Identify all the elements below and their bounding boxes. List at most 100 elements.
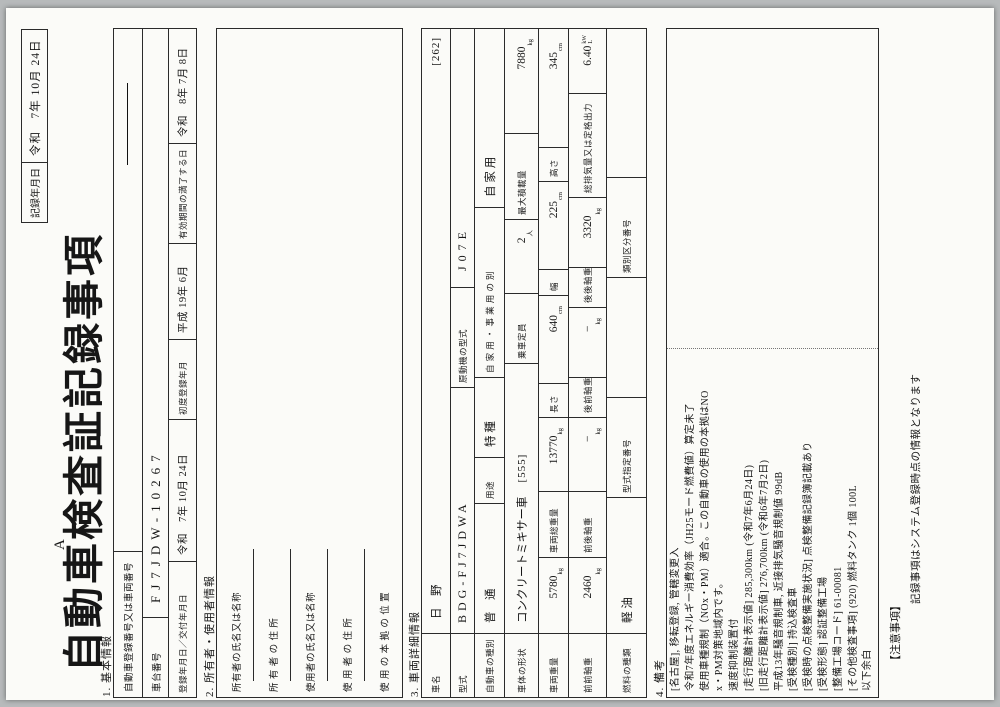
width-label: 幅 (539, 269, 568, 295)
section2-heading: 2. 所有者・使用者情報 (204, 575, 216, 697)
table-row: 所 有 者 の 住 所 (253, 29, 291, 697)
row-separator (290, 549, 291, 681)
table-row: 燃料の種類 軽 油 型式指定番号 類別区分番号 (606, 29, 646, 697)
height-value: 345 cm (547, 43, 565, 70)
body-shape-label: 車体の形状 (505, 633, 538, 697)
expiry-date-value: 令和 8年 7月 8日 (178, 47, 189, 138)
record-date-label: 記録年月日 (22, 162, 47, 222)
body-shape-code: [555] (515, 453, 528, 483)
model-label: 型式 (451, 633, 474, 697)
table-row: 使 用 者 の 住 所 (327, 29, 365, 697)
table-row: 車両重量 5780 kg 車両総重量 13770 kg 長さ 640 cm 幅 225… (538, 29, 568, 697)
capacity-label: 乗車定員 (505, 293, 538, 363)
axle-front-rear-label: 前後軸重 (569, 491, 606, 557)
axle-front-rear-value: − kg (569, 417, 606, 491)
axle-rear-front-label: 後前軸重 (569, 377, 606, 417)
length-value: 640 cm (539, 295, 568, 383)
width-value: 225 cm (539, 181, 568, 269)
table-row: 使 用 の 本 拠 の 位 置 (364, 29, 402, 697)
vehicle-kind-value: 普 通 (475, 503, 504, 633)
use-value: 特 種 (475, 377, 504, 457)
vehicle-weight-label: 車両重量 (539, 633, 568, 697)
remarks-line: [受検時の点検整備実施状況] 点検整備記録簿記載あり (803, 441, 815, 691)
row-separator (364, 549, 365, 681)
engine-model-label: 原動機の型式 (451, 287, 474, 387)
car-name-value: 日 野 (431, 584, 443, 620)
base-location-label: 使 用 の 本 拠 の 位 置 (380, 591, 391, 692)
notice-title: 【注意事項】 (890, 600, 902, 666)
remarks-line: [整備工場コード] 61-00081 (832, 566, 844, 691)
engine-model-value: J07E (455, 227, 469, 271)
table-row: 登録年月日／交付年月日 令和 7年 10月 24日 初度登録年月 平成 19年 … (168, 29, 196, 697)
remarks-line: x・PM対策地域内です。 (714, 577, 726, 691)
first-registration-label: 初度登録年月 (169, 339, 196, 419)
remarks-line: 平成13年騒音規制車, 近接排気騒音規制値 99dB (773, 471, 785, 691)
owner-address-label: 所 有 者 の 住 所 (269, 617, 280, 692)
type-designation-value (607, 277, 646, 397)
remarks-line: [その他検査事項] (920) 燃料タンク 1個 100L (847, 484, 859, 691)
table-row: 車名 日 野 [262] (422, 29, 450, 697)
basic-info-table: 自動車登録番号又は車両番号 車台番号 FJ7JDW-10267 登録年月日／交付… (113, 28, 197, 698)
table-row: 車台番号 FJ7JDW-10267 (142, 29, 168, 697)
user-name-value (291, 29, 328, 527)
table-row: 自動車の種別 普 通 用途 特 種 自 家 用 ・ 事 業 用 の 別 自 家 … (474, 29, 504, 697)
user-address-label: 使 用 者 の 住 所 (343, 617, 354, 692)
registration-date-value: 令和 7年 10月 24日 (169, 419, 196, 561)
axle-front-front-value: 2460 kg (569, 557, 606, 633)
vehicle-weight-value: 5780 kg (539, 557, 568, 633)
expiry-date-label: 有効期間の満了する日 (169, 143, 196, 243)
axle-rear-front-value: − kg (569, 307, 606, 377)
remarks-divider-dotted-line (667, 348, 878, 349)
registration-date-label: 登録年月日／交付年月日 (169, 561, 196, 697)
gross-weight-value: 13770 kg (539, 417, 568, 491)
class-number-label: 類別区分番号 (607, 177, 646, 277)
remarks-line: [名古屋], 移転登録, 管轄変更入 (670, 547, 681, 691)
section4-heading: 4. 備考 (654, 659, 666, 697)
car-name-label: 車名 (422, 633, 450, 697)
body-shape-text: コンクリートミキサー車 (516, 496, 529, 624)
rotated-certificate: 記録年月日 令和 7年 10月 24日 A 自動車検査証記録事項 1. 基本情報… (6, 8, 994, 700)
remarks-line: 令和7年度エネルギー消費効率（JH25モード燃費値）算定未了 (684, 402, 696, 691)
redaction-line (127, 83, 128, 165)
base-location-value (365, 29, 402, 527)
max-load-value: 7880 kg (515, 39, 535, 70)
remarks-line: 使用車種規制（NOx・PM）適合。この自動車の使用の本拠はNO (699, 390, 711, 691)
chassis-number-label: 車台番号 (143, 617, 168, 697)
vehicle-kind-label: 自動車の種別 (475, 633, 504, 697)
vehicle-detail-table: 車名 日 野 [262] 型式 BDG-FJ7JDWA 原動機の型式 J07E … (421, 28, 647, 698)
reg-number-label: 自動車登録番号又は車両番号 (114, 551, 142, 697)
first-registration-value: 平成 19年 6月 (169, 243, 196, 339)
owner-name-label: 所有者の氏名又は名称 (232, 591, 243, 692)
remarks-line: [旧走行距離計表示値] 276,700km (令和6年7月2日) (758, 459, 770, 691)
owner-user-table: 所有者の氏名又は名称 所 有 者 の 住 所 使用者の氏名又は名称 使 用 者 … (216, 28, 403, 698)
record-date-value: 令和 7年 10月 24日 (29, 39, 42, 157)
axle-rear-rear-value: 3320 kg (569, 197, 606, 267)
car-name-code: [262] (430, 37, 442, 66)
class-number-value (607, 29, 646, 177)
user-name-label: 使用者の氏名又は名称 (306, 591, 317, 692)
use-label: 用途 (475, 457, 504, 503)
displacement-unit: kW L (581, 35, 594, 44)
table-row: 使用者の氏名又は名称 (290, 29, 328, 697)
model-value: BDG-FJ7JDWA (451, 387, 474, 633)
section1-heading: 1. 基本情報 (101, 635, 113, 697)
remarks-box: [名古屋], 移転登録, 管轄変更入 令和7年度エネルギー消費効率（JH25モー… (666, 28, 879, 698)
fuel-type-label: 燃料の種類 (607, 633, 646, 697)
remarks-line: 速度抑制装置付 (729, 618, 741, 691)
displacement-value: 6.40 kW L (581, 35, 594, 66)
height-label: 高さ (539, 147, 568, 181)
length-label: 長さ (539, 383, 568, 417)
displacement-label: 総排気量又は定格出力 (569, 93, 606, 197)
body-shape-value: コンクリートミキサー車 [555] (505, 363, 538, 633)
type-designation-label: 型式指定番号 (607, 397, 646, 497)
remarks-line: [走行距離計表示値] 285,300km (令和7年6月24日) (743, 464, 755, 691)
row-separator (253, 549, 254, 681)
remarks-text: [名古屋], 移転登録, 管轄変更入 令和7年度エネルギー消費効率（JH25モー… (669, 390, 876, 691)
private-business-label: 自 家 用 ・ 事 業 用 の 別 (475, 207, 504, 377)
max-load-label: 最大積載量 (505, 133, 538, 219)
reg-number-value (114, 29, 142, 551)
row-separator (327, 549, 328, 681)
owner-address-value (254, 29, 291, 527)
